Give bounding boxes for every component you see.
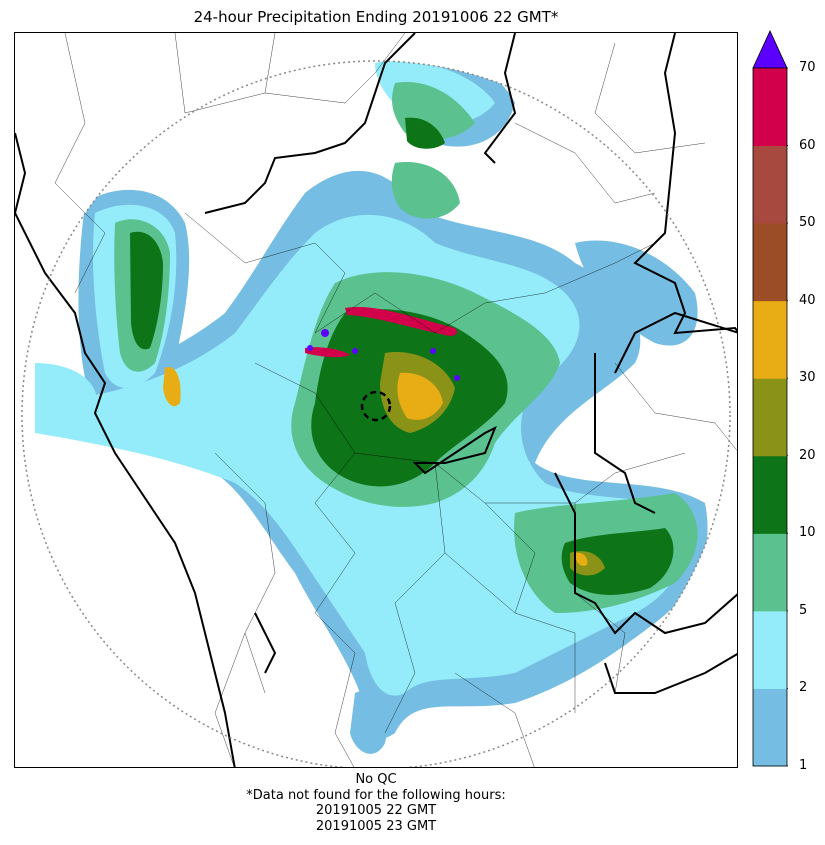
colorbar-tick-label: 70 xyxy=(799,60,816,75)
district-borders xyxy=(54,33,737,767)
colorbar-tick-label: 60 xyxy=(799,137,816,153)
colorbar-segment xyxy=(753,378,787,457)
colorbar-tick-label: 2 xyxy=(799,680,808,696)
state-borders xyxy=(15,33,737,767)
colorbar-tick-label: 10 xyxy=(799,525,816,541)
colorbar-graphic xyxy=(752,30,788,767)
missing-data-note: *Data not found for the following hours: xyxy=(246,787,506,803)
precip-colorbar xyxy=(752,30,788,768)
colorbar-tick-label: 30 xyxy=(799,370,816,386)
colorbar-segment xyxy=(753,455,787,534)
colorbar-segment xyxy=(753,610,787,689)
colorbar-frame xyxy=(752,67,788,767)
colorbar-segment xyxy=(753,688,787,767)
colorbar-segment xyxy=(753,533,787,612)
precip-70plus-layer xyxy=(307,329,460,381)
radar-site-marker xyxy=(360,390,392,422)
colorbar-tick-label: 20 xyxy=(799,447,816,463)
colorbar-tick-label: 5 xyxy=(799,602,808,618)
radar-range-ring xyxy=(21,60,731,767)
missing-hour-1: 20191005 22 GMT xyxy=(315,803,437,818)
colorbar-tick-label: 1 xyxy=(799,758,808,773)
colorbar-segment xyxy=(753,223,787,302)
colorbar-tick-label: 50 xyxy=(799,215,816,231)
colorbar-segment xyxy=(753,68,787,147)
missing-hour-2: 20191005 23 GMT xyxy=(315,818,437,834)
qc-status: No QC xyxy=(355,772,397,787)
radar-precip-map[interactable] xyxy=(14,32,738,768)
map-footer: No QC *Data not found for the following … xyxy=(0,772,752,834)
colorbar-extend-arrow xyxy=(752,30,788,69)
precip-field xyxy=(35,61,708,754)
map-canvas xyxy=(15,33,737,767)
colorbar-segment xyxy=(753,145,787,224)
map-title: 24-hour Precipitation Ending 20191006 22… xyxy=(193,8,559,26)
colorbar-segment xyxy=(753,300,787,379)
precip-30-40-layer xyxy=(163,367,588,566)
colorbar-tick-label: 40 xyxy=(799,292,816,308)
